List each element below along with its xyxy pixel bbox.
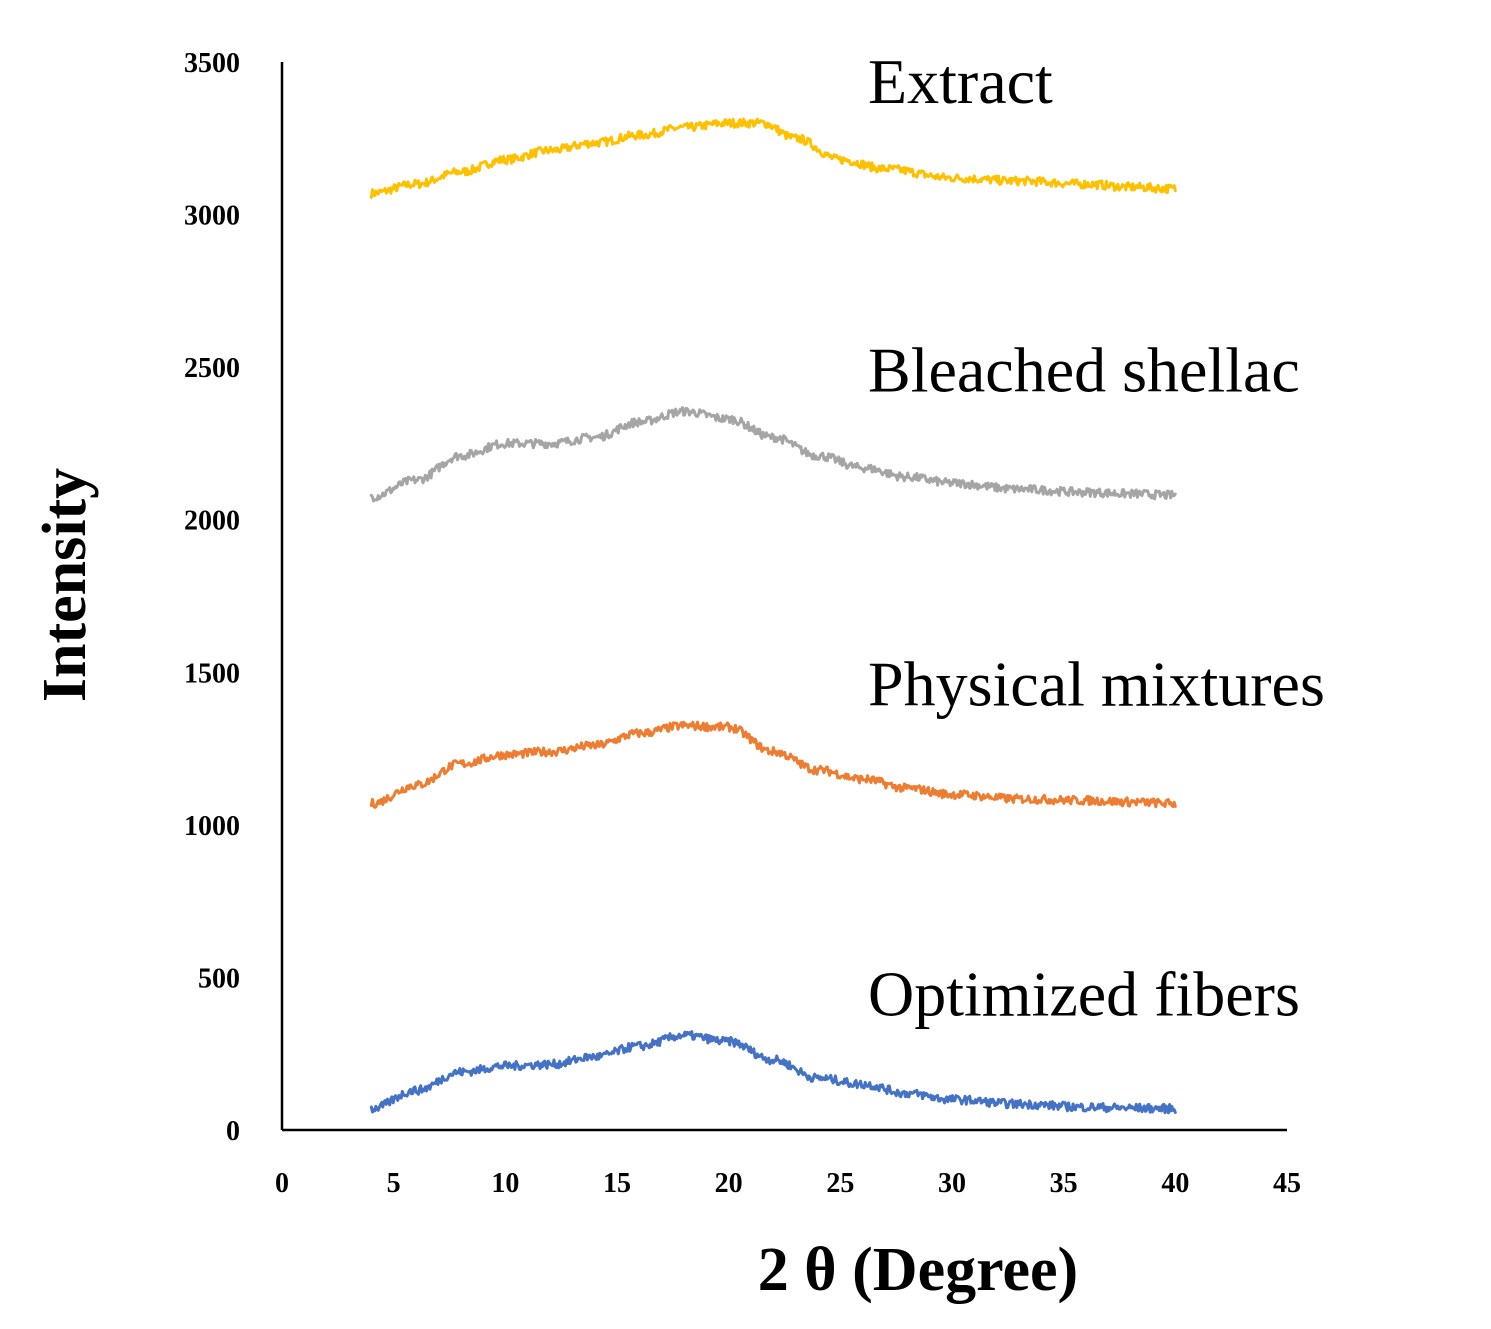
y-tick-label: 0 (226, 1116, 240, 1147)
x-tick-labels: 0 5 10 15 20 25 30 35 40 45 (275, 1168, 1301, 1199)
x-tick-label: 35 (1050, 1168, 1078, 1199)
series-label: Physical mixtures (868, 649, 1325, 720)
y-tick-label: 500 (198, 963, 240, 994)
y-tick-label: 2500 (184, 353, 240, 384)
x-tick-label: 20 (715, 1168, 743, 1199)
x-tick-label: 5 (387, 1168, 401, 1199)
y-tick-label: 2000 (184, 506, 240, 537)
x-axis-title: 2 θ (Degree) (758, 1236, 1078, 1304)
series-label: Optimized fibers (868, 958, 1300, 1029)
x-tick-label: 10 (491, 1168, 519, 1199)
y-tick-label: 1000 (184, 811, 240, 842)
series-label: Extract (868, 46, 1053, 117)
series-line-bleached-shellac (369, 406, 1177, 503)
x-tick-label: 15 (603, 1168, 631, 1199)
y-tick-label: 3500 (184, 48, 240, 79)
y-tick-label: 1500 (184, 658, 240, 689)
y-tick-label: 3000 (184, 201, 240, 232)
series-line-optimized-fibers (369, 1030, 1177, 1115)
x-tick-label: 45 (1273, 1168, 1301, 1199)
x-tick-label: 30 (938, 1168, 966, 1199)
axes (280, 62, 1287, 1132)
x-tick-label: 0 (275, 1168, 289, 1199)
series-lines (369, 117, 1177, 1115)
series-line-extract (369, 117, 1177, 199)
x-tick-label: 40 (1161, 1168, 1189, 1199)
series-labels: Extract Bleached shellac Physical mixtures… (868, 46, 1325, 1029)
y-tick-labels: 0 500 1000 1500 2000 2500 3000 3500 (184, 48, 240, 1147)
series-line-physical-mixtures (369, 720, 1177, 809)
x-tick-label: 25 (826, 1168, 854, 1199)
y-axis-title: Intensity (31, 468, 99, 702)
series-label: Bleached shellac (868, 334, 1300, 405)
